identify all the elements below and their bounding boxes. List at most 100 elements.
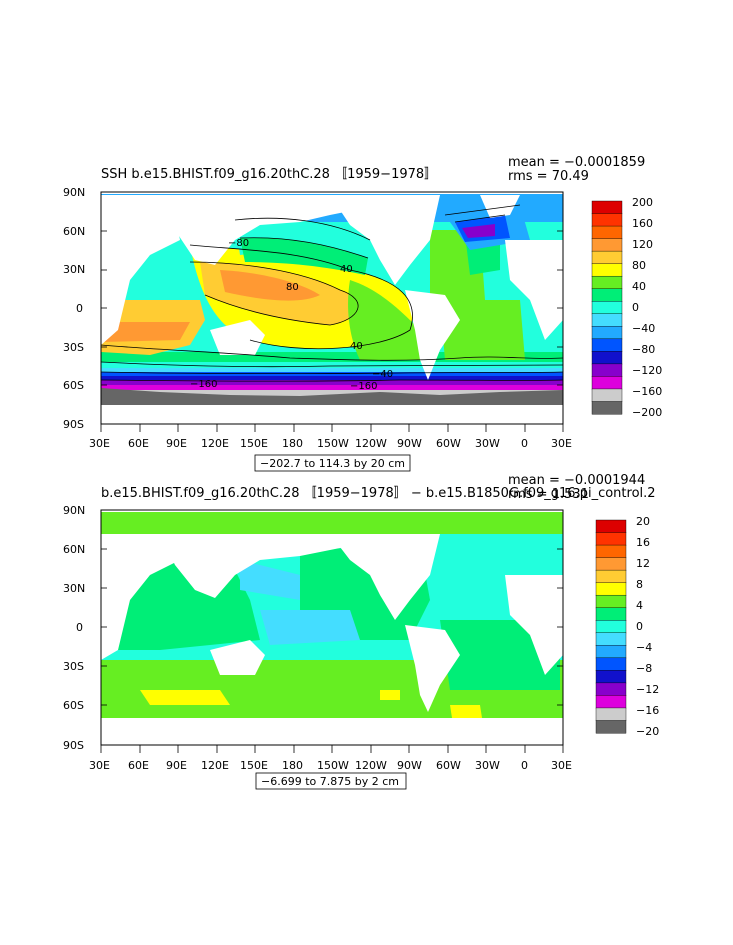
panel-difference: b.e15.BHIST.f09_g16.20thC.28 〚1959−1978〛… (63, 473, 659, 790)
colorbar-swatch (595, 519, 627, 534)
rms-label: rms = 70.49 (508, 169, 589, 184)
lon-label: 60E (128, 437, 149, 450)
colorbar-swatch (591, 376, 623, 390)
range-label: −202.7 to 114.3 by 20 cm (260, 457, 405, 470)
colorbar-swatch (591, 313, 623, 327)
colorbar-swatch (591, 301, 623, 315)
colorbar-swatch (591, 326, 623, 340)
range-box (255, 772, 407, 790)
lon-label: 60E (128, 759, 149, 772)
colorbar-label: −120 (632, 364, 662, 377)
colorbar-label: −160 (632, 385, 662, 398)
lon-label: 120E (201, 437, 229, 450)
colorbar-label: −8 (636, 662, 652, 675)
lon-label: 0 (521, 759, 528, 772)
colorbar-label: −80 (632, 343, 655, 356)
lon-ticks (100, 745, 564, 753)
colorbar-swatch (595, 707, 627, 721)
lat-label: 0 (76, 302, 83, 315)
lat-label: 90N (63, 186, 85, 199)
colorbar-swatch (595, 532, 627, 546)
lon-label: 150W (317, 759, 349, 772)
colorbar-swatch (591, 225, 623, 240)
lon-label: 30E (89, 437, 110, 450)
colorbar-label: −40 (632, 322, 655, 335)
colorbar (595, 519, 627, 734)
colorbar-label: 200 (632, 196, 653, 209)
colorbar-swatch (595, 720, 627, 734)
colorbar-swatch (595, 594, 627, 609)
lon-label: 30W (475, 437, 500, 450)
colorbar-label: 12 (636, 557, 650, 570)
lat-ticks (101, 548, 563, 706)
colorbar-swatch (591, 388, 623, 402)
lon-label: 30E (89, 759, 110, 772)
colorbar-swatch (595, 620, 627, 634)
colorbar-label: 40 (632, 280, 646, 293)
colorbar-label: 4 (636, 599, 643, 612)
colorbar-swatch (591, 200, 623, 215)
colorbar-swatch (595, 632, 627, 646)
lon-label: 60W (436, 759, 461, 772)
colorbar-labels: 20 16 12 8 4 0 −4 −8 −12 −16 −20 (636, 515, 659, 738)
colorbar-swatch (591, 238, 623, 252)
lon-label: 90W (397, 759, 422, 772)
colorbar-swatch (595, 645, 627, 659)
colorbar-label: 80 (632, 259, 646, 272)
lon-axis: 30E 60E 90E 120E 150E 180 150W 120W 90W … (89, 437, 572, 450)
colorbar-swatch (595, 695, 627, 709)
contour-label: −40 (372, 369, 393, 380)
colorbar-swatch (595, 569, 627, 584)
lon-label: 90W (397, 437, 422, 450)
colorbar-swatch (591, 338, 623, 352)
lat-axis: 90N 60N 30N 0 30S 60S 90S (63, 186, 85, 431)
colorbar-swatch (595, 657, 627, 671)
lon-label: 90E (166, 759, 187, 772)
lat-label: 60S (63, 699, 84, 712)
colorbar-label: 16 (636, 536, 650, 549)
colorbar-swatch (595, 544, 627, 559)
colorbar-label: 20 (636, 515, 650, 528)
mean-label: mean = −0.0001944 (508, 473, 645, 488)
lon-label: 150W (317, 437, 349, 450)
contour-label: −80 (228, 238, 249, 249)
lat-label: 60N (63, 225, 85, 238)
panel-title: b.e15.BHIST.f09_g16.20thC.28 〚1959−1978〛… (101, 486, 656, 501)
colorbar-swatch (591, 363, 623, 377)
lat-label: 90S (63, 418, 84, 431)
colorbar-labels: 200 160 120 80 40 0 −40 −80 −120 −160 −2… (632, 196, 662, 419)
colorbar-label: 0 (632, 301, 639, 314)
contour-label: 40 (340, 264, 353, 275)
colorbar-label: 120 (632, 238, 653, 251)
lon-label: 150E (240, 759, 268, 772)
lon-ticks (100, 424, 564, 432)
contour-label: 80 (286, 282, 299, 293)
lat-label: 60S (63, 379, 84, 392)
colorbar-label: 8 (636, 578, 643, 591)
colorbar (591, 200, 623, 415)
colorbar-swatch (595, 670, 627, 684)
lon-label: 30E (551, 759, 572, 772)
lon-label: 0 (521, 437, 528, 450)
colorbar-swatch (591, 263, 623, 277)
panel-title: SSH b.e15.BHIST.f09_g16.20thC.28 〚1959−1… (101, 167, 437, 182)
range-box (254, 454, 411, 472)
contour-label: 40 (350, 341, 363, 352)
colorbar-label: −200 (632, 406, 662, 419)
range-label: −6.699 to 7.875 by 2 cm (261, 775, 399, 788)
lon-label: 180 (282, 759, 303, 772)
colorbar-label: −12 (636, 683, 659, 696)
lon-label: 90E (166, 437, 187, 450)
lon-label: 120E (201, 759, 229, 772)
contour-label: −160 (190, 379, 217, 390)
colorbar-label: 160 (632, 217, 653, 230)
lat-label: 30S (63, 660, 84, 673)
lon-label: 30W (475, 759, 500, 772)
lon-label: 120W (355, 759, 387, 772)
lat-label: 0 (76, 621, 83, 634)
colorbar-label: −16 (636, 704, 659, 717)
lon-label: 150E (240, 437, 268, 450)
lat-label: 60N (63, 543, 85, 556)
lon-label: 120W (355, 437, 387, 450)
